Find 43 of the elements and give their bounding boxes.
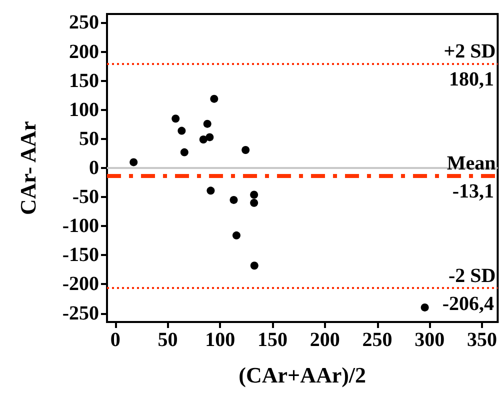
point — [199, 136, 208, 144]
y-tick-label: -250 — [62, 302, 99, 324]
point — [206, 186, 215, 195]
point — [232, 231, 240, 240]
y-tick-label: 0 — [89, 157, 99, 179]
annotation: 180,1 — [449, 68, 494, 90]
y-tick-label: -150 — [62, 244, 99, 266]
x-tick-label: 50 — [158, 329, 178, 351]
annotation: -13,1 — [452, 180, 494, 203]
point — [130, 158, 138, 166]
y-axis-title: CAr- AAr — [16, 120, 40, 215]
y-tick-label: 150 — [69, 70, 99, 92]
point — [230, 196, 238, 204]
y-tick-label: -200 — [62, 273, 99, 296]
x-tick-label: 250 — [362, 329, 392, 351]
x-tick-label: 350 — [467, 329, 497, 351]
point — [178, 126, 186, 135]
y-tick-label: 100 — [69, 98, 99, 121]
x-tick-label: 150 — [258, 329, 288, 351]
point — [210, 94, 218, 103]
x-tick-label: 200 — [310, 329, 340, 351]
point — [206, 133, 214, 142]
x-tick-label: 300 — [414, 329, 445, 351]
annotation: -206,4 — [442, 292, 494, 315]
point — [250, 198, 258, 207]
y-tick-label: 200 — [69, 40, 99, 63]
point — [172, 114, 180, 123]
point — [180, 148, 188, 156]
x-axis-title: (CAr+AAr)/2 — [238, 362, 366, 388]
x-tick-label: 0 — [110, 329, 120, 351]
y-tick-label: -100 — [62, 215, 99, 238]
point — [420, 303, 429, 312]
y-tick-label: 50 — [79, 128, 99, 150]
y-tick-label: -50 — [72, 186, 99, 208]
point — [250, 262, 258, 270]
point — [250, 190, 258, 199]
point — [242, 146, 250, 154]
y-tick-label: 250 — [69, 12, 99, 34]
ref-line-label: -2 SD — [448, 264, 496, 287]
ref-line-label: Mean — [446, 152, 496, 175]
x-tick-label: 100 — [205, 329, 236, 351]
ref-line-label: +2 SD — [444, 40, 496, 62]
point — [203, 120, 212, 128]
